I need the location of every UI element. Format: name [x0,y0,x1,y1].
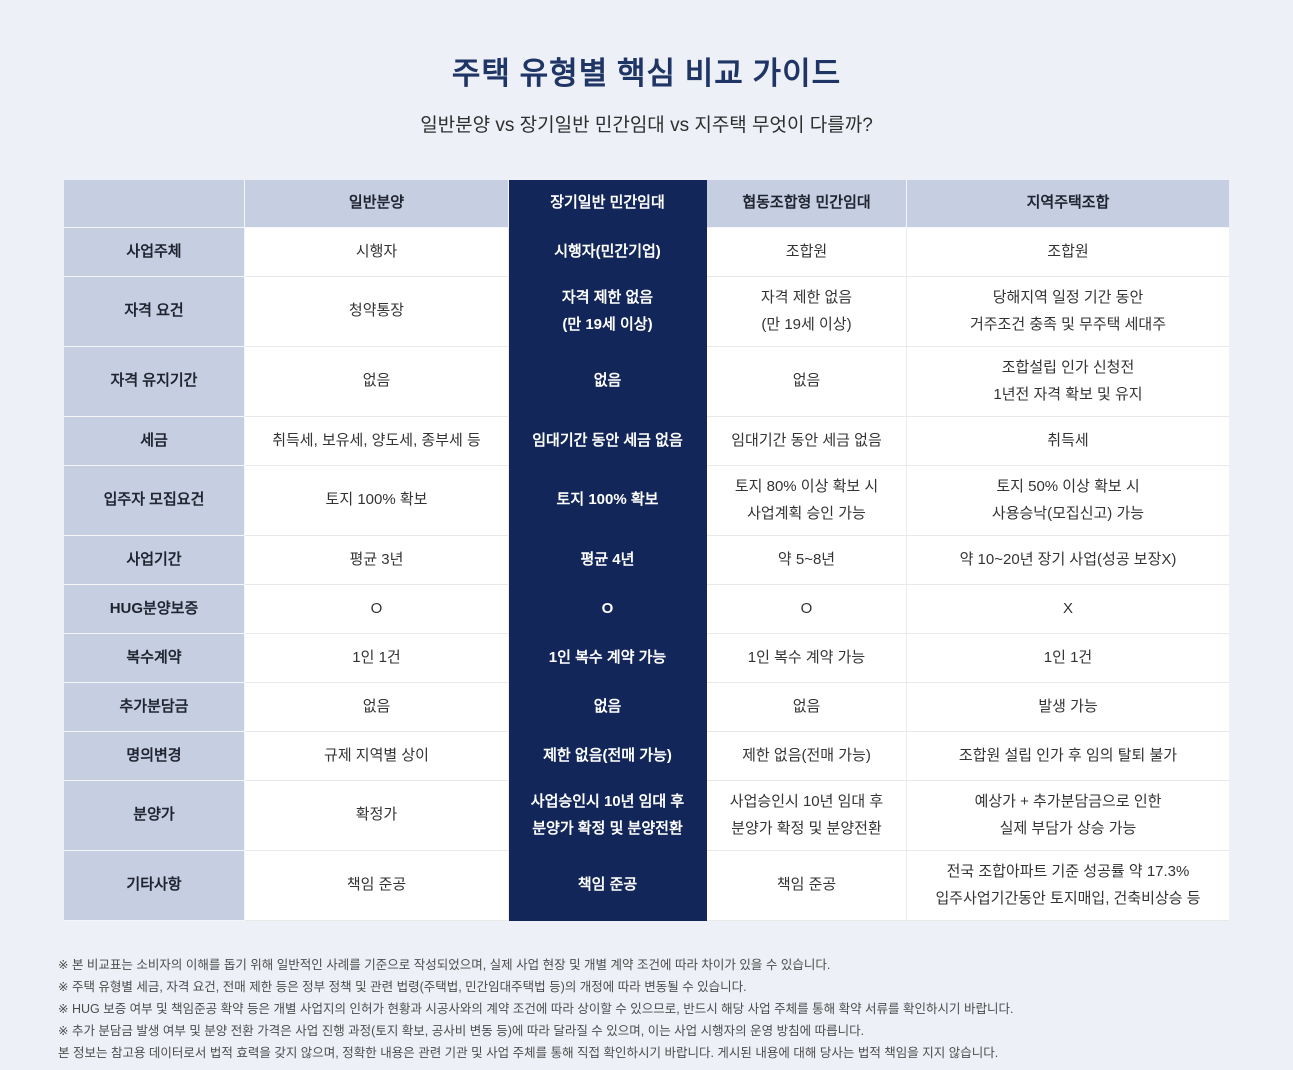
table-cell-highlighted: 사업승인시 10년 임대 후 분양가 확정 및 분양전환 [509,781,707,851]
row-label: 사업기간 [64,536,245,585]
row-label: 사업주체 [64,228,245,277]
row-label: 명의변경 [64,732,245,781]
table-cell: 책임 준공 [245,851,509,921]
table-cell: 취득세 [907,417,1229,466]
table-cell: 조합설립 인가 신청전 1년전 자격 확보 및 유지 [907,347,1229,417]
table-cell: 없음 [245,347,509,417]
table-cell-highlighted: 없음 [509,683,707,732]
table-cell: 없음 [245,683,509,732]
row-label: 기타사항 [64,851,245,921]
table-cell-highlighted: 자격 제한 없음 (만 19세 이상) [509,277,707,347]
row-label: 분양가 [64,781,245,851]
table-cell: 없음 [707,683,907,732]
table-cell: 임대기간 동안 세금 없음 [707,417,907,466]
table-cell: 1인 1건 [245,634,509,683]
row-label: 추가분담금 [64,683,245,732]
table-cell: 조합원 설립 인가 후 임의 탈퇴 불가 [907,732,1229,781]
footnotes: ※ 본 비교표는 소비자의 이해를 돕기 위해 일반적인 사례를 기준으로 작성… [58,955,1229,1063]
table-cell: 사업승인시 10년 임대 후 분양가 확정 및 분양전환 [707,781,907,851]
table-cell: 조합원 [907,228,1229,277]
table-cell: 1인 1건 [907,634,1229,683]
table-cell-highlighted: 시행자(민간기업) [509,228,707,277]
row-label: HUG분양보증 [64,585,245,634]
table-cell-highlighted: 제한 없음(전매 가능) [509,732,707,781]
row-label: 입주자 모집요건 [64,466,245,536]
table-cell: O [707,585,907,634]
table-cell: 시행자 [245,228,509,277]
table-cell-highlighted: O [509,585,707,634]
footnote: ※ 본 비교표는 소비자의 이해를 돕기 위해 일반적인 사례를 기준으로 작성… [58,958,831,972]
table-cell: 청약통장 [245,277,509,347]
corner-cell [64,180,245,228]
footnote: ※ 주택 유형별 세금, 자격 요건, 전매 제한 등은 정부 정책 및 관련 … [58,980,747,994]
table-cell-highlighted: 토지 100% 확보 [509,466,707,536]
table-cell: 제한 없음(전매 가능) [707,732,907,781]
table-cell: 평균 3년 [245,536,509,585]
table-cell: 취득세, 보유세, 양도세, 종부세 등 [245,417,509,466]
table-cell: 발생 가능 [907,683,1229,732]
table-cell: 1인 복수 계약 가능 [707,634,907,683]
row-label: 자격 요건 [64,277,245,347]
table-cell: 없음 [707,347,907,417]
table-cell: 전국 조합아파트 기준 성공률 약 17.3% 입주사업기간동안 토지매입, 건… [907,851,1229,921]
table-cell: 예상가 + 추가분담금으로 인한 실제 부담가 상승 가능 [907,781,1229,851]
table-cell: 토지 100% 확보 [245,466,509,536]
column-header: 지역주택조합 [907,180,1229,228]
column-header-highlighted: 장기일반 민간임대 [509,180,707,228]
row-label: 복수계약 [64,634,245,683]
table-cell: 토지 80% 이상 확보 시 사업계획 승인 가능 [707,466,907,536]
table-cell: 규제 지역별 상이 [245,732,509,781]
table-cell: 약 5~8년 [707,536,907,585]
table-cell: 당해지역 일정 기간 동안 거주조건 충족 및 무주택 세대주 [907,277,1229,347]
table-cell: 조합원 [707,228,907,277]
table-cell: 약 10~20년 장기 사업(성공 보장X) [907,536,1229,585]
table-cell-highlighted: 평균 4년 [509,536,707,585]
row-label: 세금 [64,417,245,466]
table-cell-highlighted: 임대기간 동안 세금 없음 [509,417,707,466]
page-title: 주택 유형별 핵심 비교 가이드 [451,56,842,91]
column-header: 협동조합형 민간임대 [707,180,907,228]
table-cell: O [245,585,509,634]
column-header: 일반분양 [245,180,509,228]
footnote: 본 정보는 참고용 데이터로서 법적 효력을 갖지 않으며, 정확한 내용은 관… [58,1046,999,1060]
table-cell-highlighted: 없음 [509,347,707,417]
table-cell: 자격 제한 없음 (만 19세 이상) [707,277,907,347]
row-label: 자격 유지기간 [64,347,245,417]
page-subtitle: 일반분양 vs 장기일반 민간임대 vs 지주택 무엇이 다를까? [420,115,873,136]
table-cell: 확정가 [245,781,509,851]
table-cell: 토지 50% 이상 확보 시 사용승낙(모집신고) 가능 [907,466,1229,536]
table-cell-highlighted: 1인 복수 계약 가능 [509,634,707,683]
footnote: ※ HUG 보증 여부 및 책임준공 확약 등은 개별 사업지의 인허가 현황과… [58,1002,1014,1016]
footnote: ※ 추가 분담금 발생 여부 및 분양 전환 가격은 사업 진행 과정(토지 확… [58,1024,865,1038]
table-cell-highlighted: 책임 준공 [509,851,707,921]
table-cell: 책임 준공 [707,851,907,921]
table-cell: X [907,585,1229,634]
